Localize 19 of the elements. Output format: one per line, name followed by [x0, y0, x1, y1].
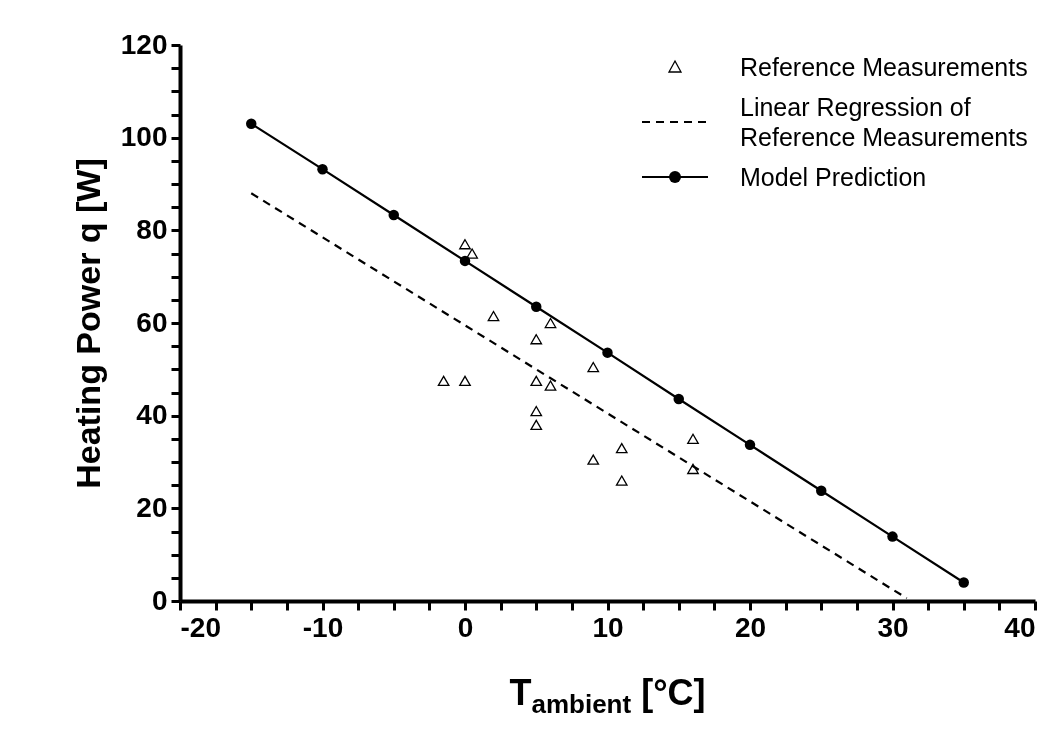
x-tick-label: 20 — [734, 611, 767, 643]
x-tick-label: -10 — [302, 611, 344, 643]
x-tick-label: 0 — [457, 611, 474, 643]
legend-label: Reference Measurements — [740, 52, 1028, 82]
y-axis-title: Heating Power q [W] — [68, 158, 107, 489]
legend-label: Linear Regression of Reference Measurements — [740, 92, 1029, 152]
x-tick-label: 40 — [1004, 611, 1036, 643]
x-tick-label: 30 — [877, 611, 909, 643]
x-tick-label: -20 — [180, 611, 221, 643]
y-tick-label: 100 — [120, 121, 168, 153]
y-tick-label: 60 — [136, 306, 168, 338]
y-tick-label: 80 — [136, 213, 168, 245]
y-tick-label: 20 — [136, 491, 168, 523]
x-axis-title: T$_{ambient}$ [°C] — [508, 672, 707, 721]
x-tick-label: 10 — [592, 611, 624, 643]
legend-label: Model Prediction — [740, 162, 927, 192]
y-tick-label: 120 — [120, 28, 168, 60]
y-tick-label: 40 — [136, 399, 168, 431]
y-tick-label: 0 — [151, 584, 168, 616]
